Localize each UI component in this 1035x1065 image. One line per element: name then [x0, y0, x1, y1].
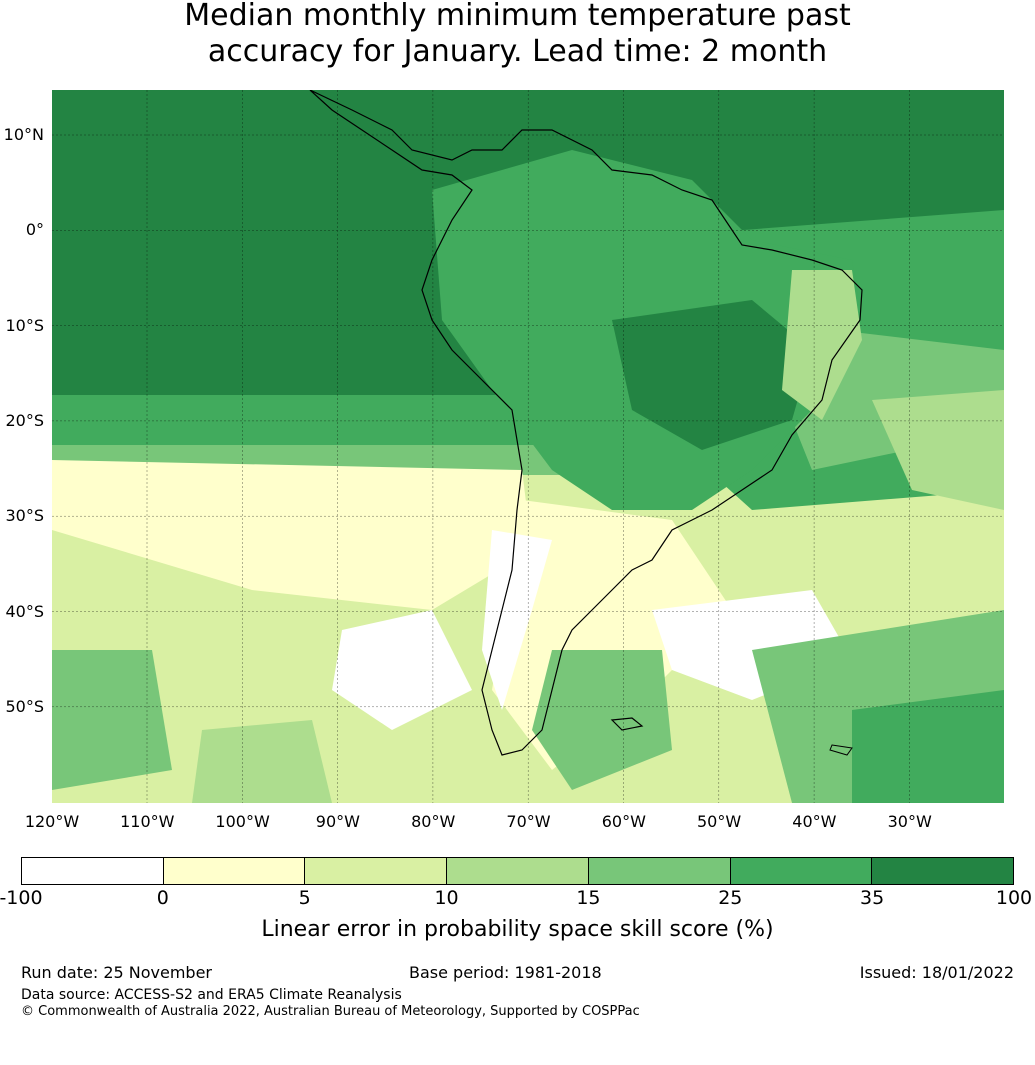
lon-tick-label: 120°W [24, 812, 80, 831]
colorbar-tick-label: 0 [156, 887, 169, 909]
colorbar-segment [305, 858, 448, 884]
base-period: Base period: 1981-2018 [409, 963, 602, 982]
region-sw-pac-15 [192, 720, 332, 803]
lat-tick-label: 0° [25, 220, 44, 240]
lat-tick-label: 10°N [3, 125, 44, 144]
colorbar-segment [22, 858, 164, 884]
copyright: © Commonwealth of Australia 2022, Austra… [21, 1004, 640, 1019]
colorbar-tick-label: 10 [434, 887, 459, 909]
region-pac-5 [52, 460, 532, 610]
south-georgia [829, 744, 853, 756]
lon-tick-label: 110°W [120, 812, 175, 831]
colorbar-tick-label: 35 [860, 887, 885, 909]
falkland-islands [610, 717, 644, 731]
run-date: Run date: 25 November [21, 963, 212, 982]
lon-tick-label: 90°W [315, 812, 360, 831]
colorbar-tick-label: 100 [995, 887, 1033, 909]
issued-date: Issued: 18/01/2022 [859, 963, 1014, 982]
lat-tick-label: 50°S [5, 696, 44, 716]
lon-tick-label: 40°W [792, 812, 837, 831]
chart-title-line1: Median monthly minimum temperature past [184, 0, 851, 33]
lat-tick-label: 40°S [5, 601, 44, 621]
colorbar-tick-label: 5 [298, 887, 311, 909]
data-source: Data source: ACCESS-S2 and ERA5 Climate … [21, 987, 402, 1003]
lon-tick-label: 70°W [506, 812, 551, 831]
region-se-atl-35 [852, 690, 1004, 803]
graticule [52, 90, 1004, 803]
region-pac-low [332, 610, 472, 730]
colorbar-segment [872, 858, 1014, 884]
colorbar-label: Linear error in probability space skill … [261, 917, 774, 942]
region-ne-brazil [782, 270, 862, 420]
lon-tick-label: 30°W [887, 812, 932, 831]
lon-tick-label: 60°W [601, 812, 646, 831]
colorbar-tick-label: 15 [576, 887, 601, 909]
region-andes-low [482, 530, 552, 710]
colorbar-tick-label: -100 [0, 887, 43, 909]
colorbar-segment [163, 858, 306, 884]
region-atlantic-15 [872, 390, 1004, 510]
region-amazon-dark [612, 300, 812, 450]
colorbar-segment [447, 858, 589, 884]
chart-title-line2: accuracy for January. Lead time: 2 month [207, 34, 828, 69]
lon-tick-label: 50°W [697, 812, 742, 831]
colorbar-segment [588, 858, 731, 884]
colorbar-segment [730, 858, 873, 884]
region-falklands-25 [532, 650, 672, 790]
lat-tick-label: 20°S [5, 410, 44, 430]
lat-tick-label: 30°S [5, 506, 44, 526]
coastline [309, 90, 863, 756]
skill-score-map [52, 90, 1004, 803]
map-panel [52, 90, 1004, 803]
region-sw-pac-25 [52, 650, 172, 790]
colorbar [21, 857, 1014, 885]
lat-tick-label: 10°S [5, 315, 44, 335]
lon-tick-label: 80°W [411, 812, 456, 831]
lon-tick-label: 100°W [215, 812, 270, 831]
colorbar-tick-label: 25 [718, 887, 743, 909]
